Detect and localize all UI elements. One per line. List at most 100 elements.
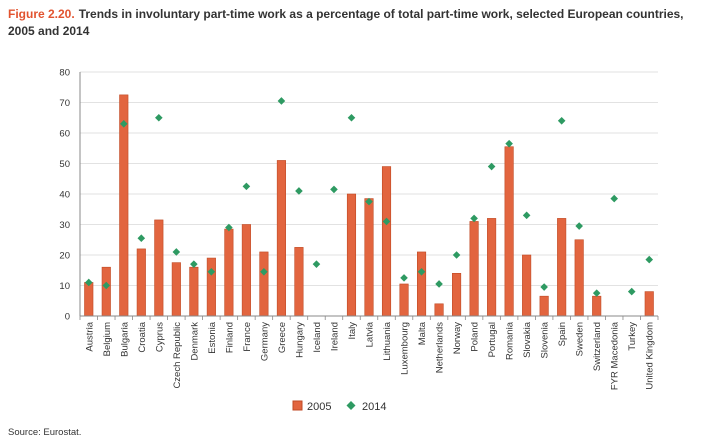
bar-2005 — [644, 291, 654, 317]
marker-2014 — [435, 280, 443, 288]
x-tick-label: Austria — [84, 321, 95, 351]
marker-2014 — [382, 217, 391, 226]
x-tick-label: Denmark — [189, 322, 200, 361]
legend-swatch-2005 — [292, 400, 303, 411]
bar-2005 — [101, 266, 111, 317]
marker-2014 — [505, 139, 513, 148]
bar-2005 — [259, 251, 269, 317]
marker-2014 — [277, 97, 286, 105]
x-tick-label: Slovakia — [522, 321, 533, 358]
y-axis: 0 10 20 30 40 50 60 70 80 — [59, 68, 81, 323]
marker-2014 — [225, 223, 233, 232]
y-tick-label: 0 — [65, 312, 70, 323]
x-tick-label: Poland — [470, 322, 481, 352]
bar-2005 — [469, 221, 479, 317]
bar-2005 — [539, 295, 549, 317]
figure-title-block: Figure 2.20. Trends in involuntary part-t… — [8, 6, 708, 40]
marker-2014 — [610, 194, 619, 203]
x-tick-label: Lithuania — [382, 321, 393, 360]
marker-2014 — [102, 281, 111, 290]
x-tick-label: Portugal — [487, 322, 498, 357]
marker-2014 — [540, 283, 548, 291]
y-tick-label: 50 — [59, 159, 70, 170]
x-tick-label: France — [242, 322, 253, 352]
y-tick-label: 30 — [59, 220, 70, 231]
marker-2014 — [347, 113, 356, 122]
bar-2005 — [241, 224, 251, 317]
bar-2005 — [364, 198, 374, 317]
bars-2005 — [84, 94, 654, 317]
bar-2005 — [276, 160, 286, 317]
bar-2005 — [206, 257, 216, 317]
bar-2005 — [434, 303, 444, 317]
bar-2005 — [346, 193, 357, 317]
bar-2005 — [119, 94, 129, 317]
legend-label-2014: 2014 — [362, 401, 386, 413]
x-tick-label: Iceland — [312, 322, 323, 353]
marker-2014 — [260, 267, 268, 276]
marker-2014 — [190, 260, 198, 268]
bar-2005 — [294, 247, 304, 317]
bar-2005 — [136, 248, 146, 317]
x-tick-label: Greece — [277, 322, 288, 353]
marker-2014 — [312, 260, 321, 268]
marker-2014 — [295, 187, 303, 195]
marker-2014 — [627, 287, 636, 296]
bar-2005 — [399, 283, 409, 317]
marker-2014 — [137, 234, 146, 243]
figure-label: Figure 2.20. — [8, 7, 75, 21]
x-axis: Austria Belgium Bulgaria Croatia Cyprus Czech… — [79, 315, 659, 390]
marker-2014 — [155, 113, 163, 122]
y-tick-label: 70 — [59, 98, 70, 109]
x-tick-label: Sweden — [575, 322, 586, 356]
bar-2005 — [171, 262, 181, 317]
x-tick-label: Romania — [505, 321, 516, 360]
marker-2014 — [417, 267, 426, 276]
marker-2014 — [172, 248, 181, 256]
marker-2014 — [242, 182, 251, 191]
marker-2014 — [645, 255, 654, 264]
legend: 2005 2014 — [292, 400, 386, 413]
bar-2005 — [487, 218, 497, 317]
y-tick-label: 60 — [59, 129, 70, 140]
x-tick-label: Ireland — [329, 322, 340, 351]
bar-2005 — [416, 251, 427, 317]
x-tick-label: FYR Macedonia — [610, 321, 621, 390]
x-tick-label: Malta — [417, 321, 428, 345]
x-tick-label: Italy — [347, 322, 358, 340]
marker-2014 — [557, 117, 566, 125]
marker-2014 — [207, 267, 216, 276]
x-tick-label: Netherlands — [435, 322, 446, 373]
marker-2014 — [470, 214, 478, 223]
x-tick-label: Czech Republic — [172, 322, 183, 389]
marker-2014 — [365, 197, 373, 206]
x-tick-label: Belgium — [102, 322, 113, 356]
x-tick-label: Turkey — [627, 322, 638, 351]
legend-marker-2014 — [346, 401, 356, 410]
x-tick-label: Finland — [224, 322, 235, 353]
bar-2005 — [84, 282, 94, 317]
bar-2005 — [381, 166, 392, 317]
bar-2005 — [592, 295, 602, 317]
figure-title: Trends in involuntary part-time work as … — [8, 7, 684, 38]
marker-2014 — [452, 251, 461, 259]
x-tick-label: Estonia — [207, 321, 218, 353]
bar-2005 — [224, 228, 234, 317]
bar-2005 — [504, 146, 514, 317]
x-tick-label: Norway — [452, 322, 463, 354]
x-tick-label: Slovenia — [540, 321, 551, 358]
x-tick-label: Bulgaria — [119, 321, 130, 357]
markers-2014 — [84, 97, 654, 297]
x-tick-label: Cyprus — [154, 322, 165, 352]
y-tick-label: 20 — [59, 251, 70, 262]
legend-label-2005: 2005 — [307, 401, 331, 413]
marker-2014 — [330, 185, 338, 194]
y-tick-label: 40 — [59, 190, 70, 201]
marker-2014 — [487, 162, 496, 171]
x-tick-label: Switzerland — [592, 322, 603, 371]
y-tick-label: 10 — [59, 281, 70, 292]
x-tick-label: Germany — [259, 322, 270, 361]
x-tick-label: Spain — [557, 322, 568, 346]
x-tick-label: Luxembourg — [400, 322, 411, 375]
